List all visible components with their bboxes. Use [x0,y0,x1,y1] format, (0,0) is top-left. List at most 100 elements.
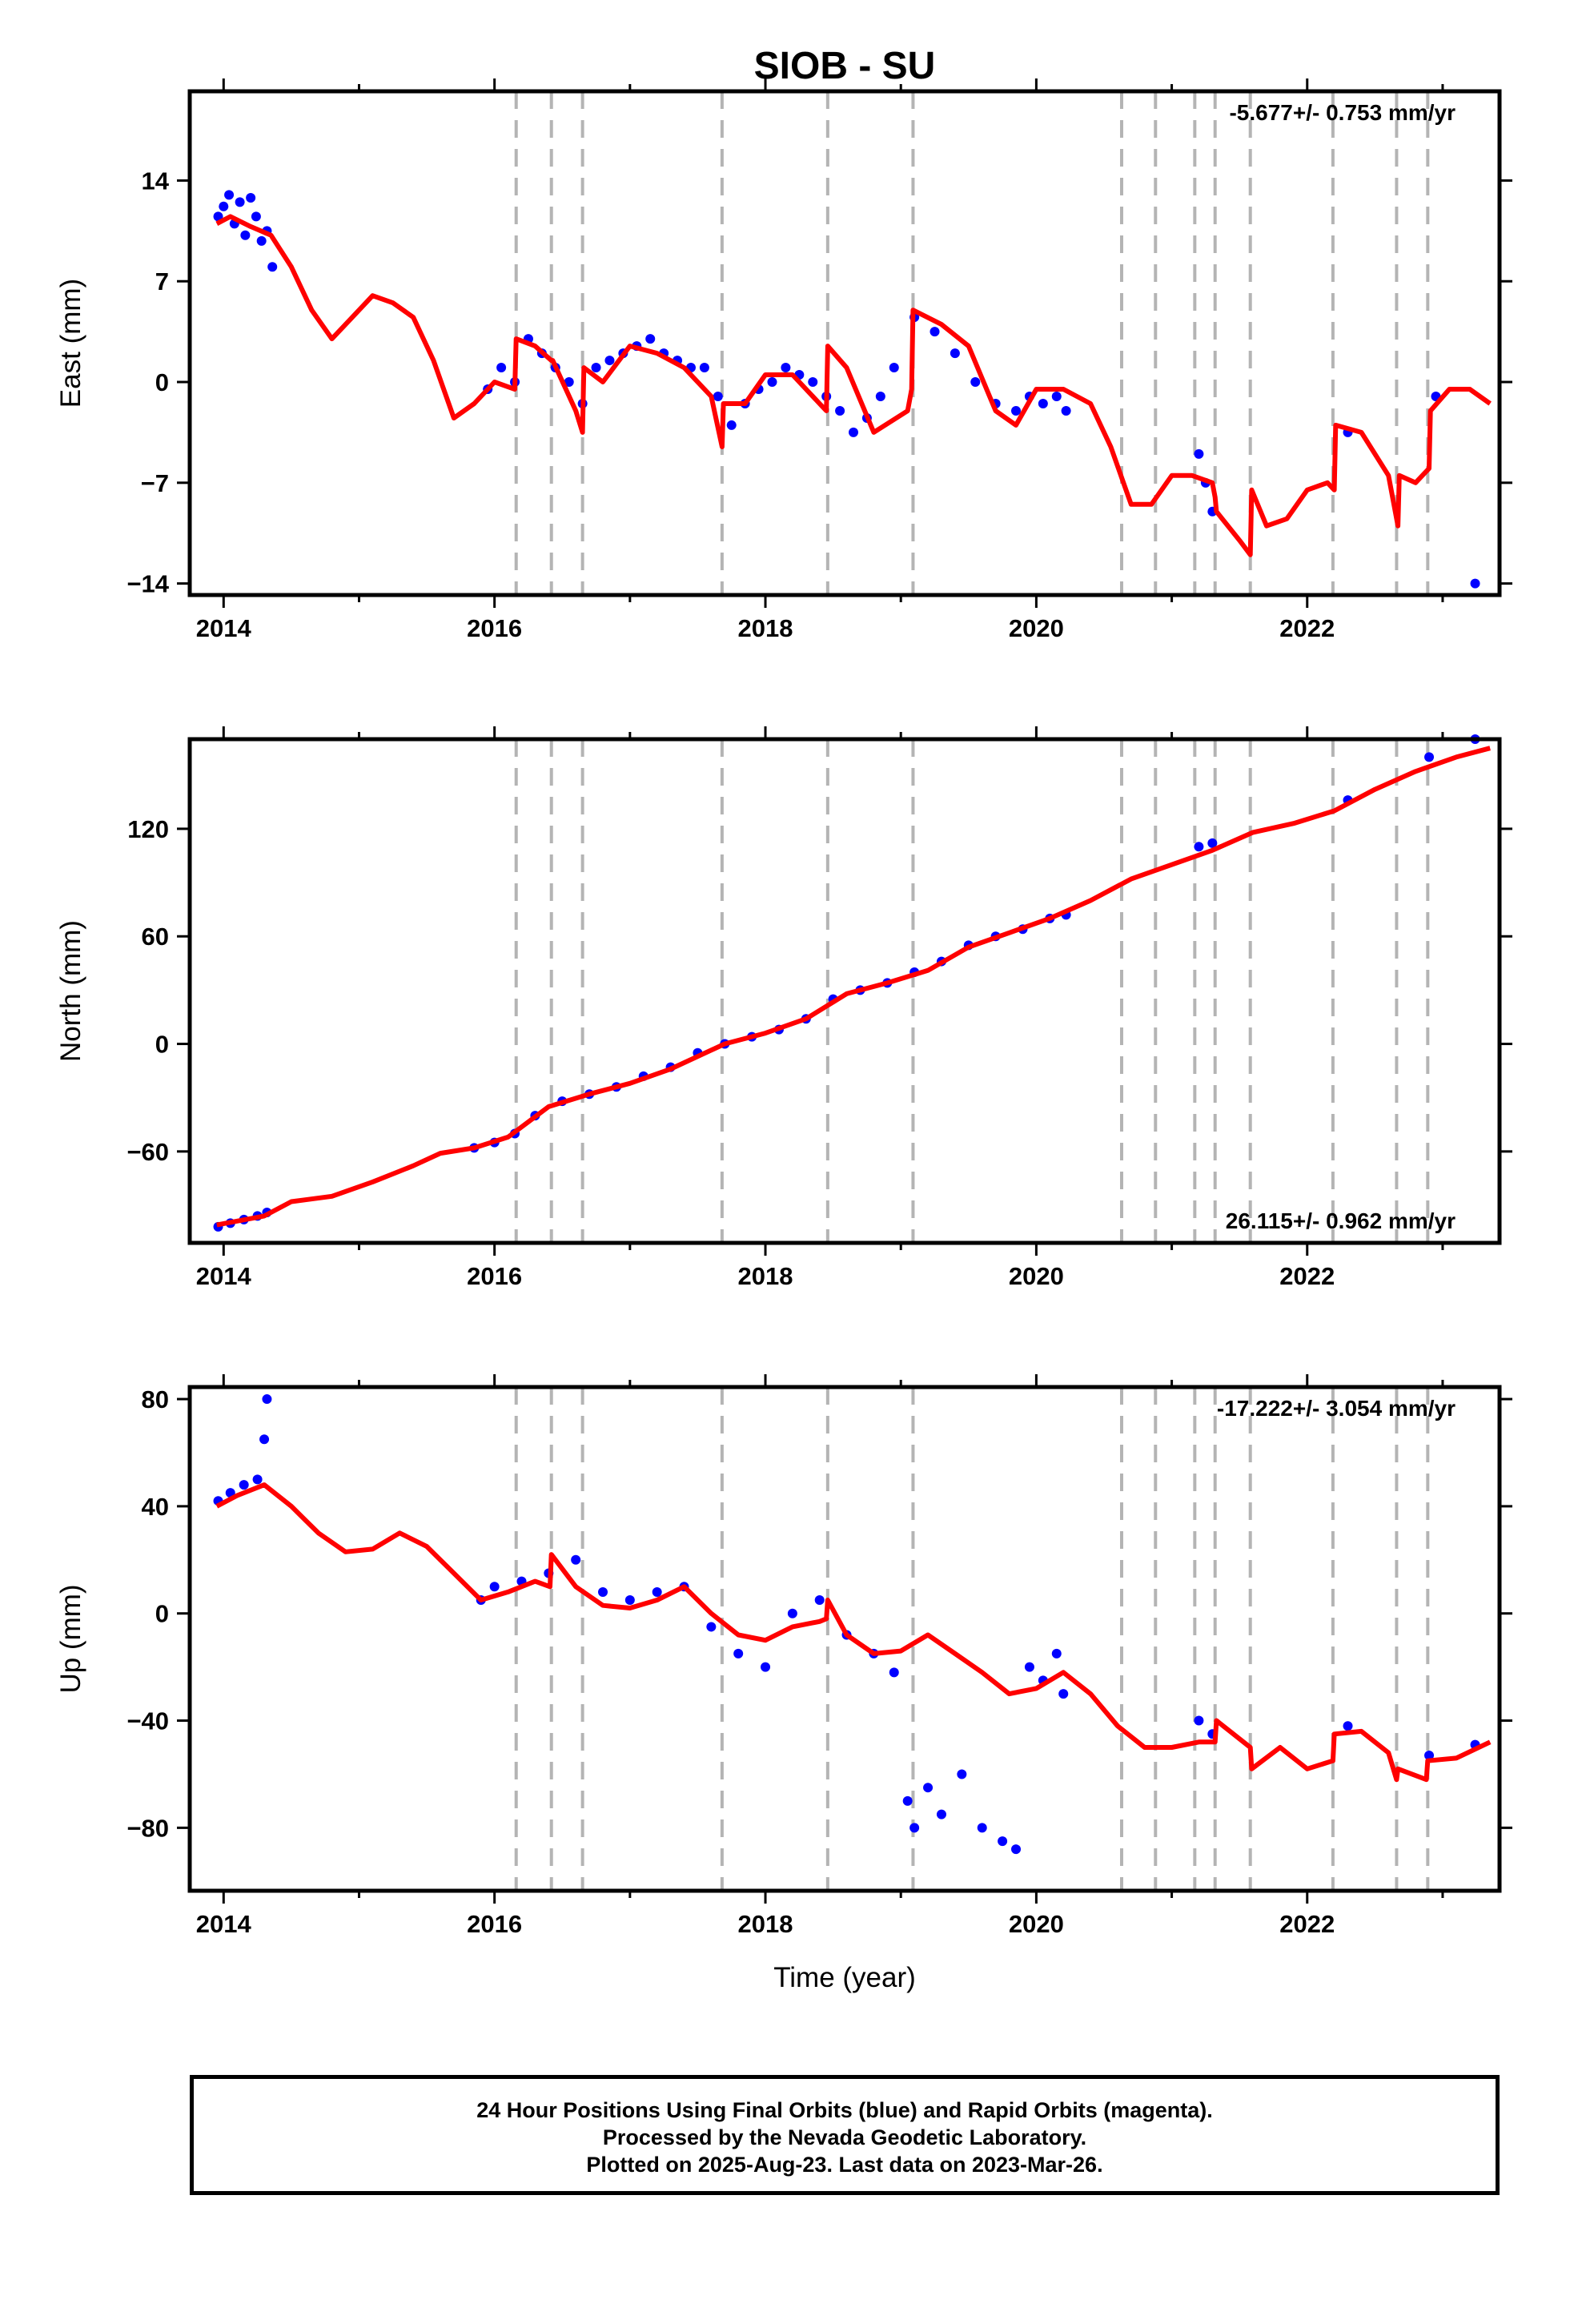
y-tick-label-2--40: −40 [126,1707,169,1735]
data-point-0-27 [699,363,709,373]
data-point-0-40 [875,391,885,401]
plot-frame-1 [187,737,1502,1245]
data-point-2-11 [598,1586,608,1597]
data-point-2-5 [262,1394,272,1405]
plot-frame-0 [187,89,1502,597]
data-point-0-44 [950,348,960,359]
rate-label-2: -17.222+/- 3.054 mm/yr [1217,1396,1456,1421]
y-axis-title-1: North (mm) [55,920,86,1062]
data-point-2-16 [733,1648,744,1659]
data-point-2-29 [998,1836,1008,1847]
x-tick-label-0-2018: 2018 [738,614,793,642]
y-tick-label-2-0: 0 [155,1600,169,1628]
y-tick-label-1-0: 0 [155,1031,169,1059]
y-tick-label-2-40: 40 [142,1493,169,1521]
data-point-0-4 [235,197,245,207]
data-point-2-4 [259,1434,270,1445]
data-point-0-12 [496,363,507,373]
model-fit-line-0 [215,214,1492,557]
y-tick-label-0-14: 14 [142,167,170,195]
x-tick-label-2-2018: 2018 [738,1910,793,1938]
data-point-0-28 [713,391,723,401]
data-point-2-25 [923,1783,934,1793]
data-point-2-3 [252,1474,263,1485]
data-point-2-12 [624,1594,635,1605]
data-point-2-10 [571,1554,581,1565]
data-point-0-6 [246,192,256,203]
data-point-1-29 [1194,842,1204,852]
data-point-2-33 [1051,1648,1062,1659]
data-point-0-20 [604,356,615,366]
data-point-2-19 [814,1594,825,1605]
data-point-2-30 [1011,1844,1022,1855]
data-point-2-34 [1058,1689,1069,1699]
y-tick-label-0--7: −7 [141,469,169,497]
x-tick-label-1-2020: 2020 [1009,1262,1064,1290]
data-point-0-7 [251,211,261,222]
y-tick-label-1-60: 60 [142,923,169,951]
x-tick-label-1-2018: 2018 [738,1262,793,1290]
data-point-0-52 [1194,448,1204,459]
model-fit-line-2 [215,1482,1492,1783]
y-tick-label-0--14: −14 [126,570,169,598]
data-point-2-35 [1194,1715,1204,1726]
data-point-0-19 [591,363,601,373]
y-tick-label-0-0: 0 [155,368,169,396]
data-point-0-17 [564,377,574,388]
data-point-0-29 [726,420,737,430]
model-fit-line-1 [216,746,1491,1228]
x-tick-label-2-2022: 2022 [1279,1910,1335,1938]
x-axis-title: Time (year) [773,1962,916,1993]
data-point-0-45 [970,377,981,388]
x-tick-label-2-2020: 2020 [1009,1910,1064,1938]
x-tick-label-0-2020: 2020 [1009,614,1064,642]
data-point-0-1 [219,201,229,211]
footer-line-3: Plotted on 2025-Aug-23. Last data on 202… [586,2153,1103,2177]
footer-line-1: 24 Hour Positions Using Final Orbits (bl… [476,2098,1213,2122]
y-axis-title-2: Up (mm) [55,1584,86,1693]
data-point-0-10 [267,262,278,272]
x-tick-label-0-2016: 2016 [467,614,522,642]
data-point-0-5 [240,230,251,240]
data-point-2-26 [936,1809,946,1819]
data-point-0-41 [889,363,899,373]
data-point-2-27 [957,1769,967,1779]
data-point-0-35 [808,377,818,388]
data-point-0-51 [1061,405,1071,416]
plot-frame-2 [187,1385,1502,1893]
data-point-0-57 [1470,578,1480,589]
data-point-0-23 [645,334,656,344]
y-tick-label-2--80: −80 [126,1814,169,1842]
data-point-0-38 [848,427,858,437]
data-point-2-38 [1424,1751,1435,1761]
data-point-0-47 [1011,405,1022,416]
x-tick-label-1-2016: 2016 [467,1262,522,1290]
data-point-2-2 [239,1480,249,1490]
data-point-2-23 [902,1795,913,1806]
data-point-1-30 [1207,838,1218,848]
x-tick-label-2-2014: 2014 [196,1910,252,1938]
y-axis-title-0: East (mm) [55,279,86,408]
footer-line-2: Processed by the Nevada Geodetic Laborat… [602,2125,1087,2149]
data-point-2-7 [489,1582,500,1592]
data-point-2-13 [652,1586,662,1597]
data-point-2-31 [1024,1662,1034,1672]
data-point-2-22 [889,1667,899,1678]
x-tick-label-0-2022: 2022 [1279,614,1335,642]
data-point-2-28 [977,1823,987,1833]
data-point-0-33 [781,363,791,373]
data-point-0-32 [767,377,777,388]
data-point-0-50 [1051,391,1062,401]
y-tick-label-2-80: 80 [142,1385,169,1413]
data-point-2-17 [761,1662,771,1672]
data-point-2-18 [787,1608,797,1618]
x-tick-label-2-2016: 2016 [467,1910,522,1938]
y-tick-label-0-7: 7 [155,267,169,296]
data-point-0-2 [224,190,235,200]
y-tick-label-1-120: 120 [127,815,169,843]
footer-note: 24 Hour Positions Using Final Orbits (bl… [190,2075,1500,2195]
data-point-0-37 [835,405,845,416]
data-point-0-49 [1038,398,1048,408]
chart-title: SIOB - SU [754,45,936,87]
